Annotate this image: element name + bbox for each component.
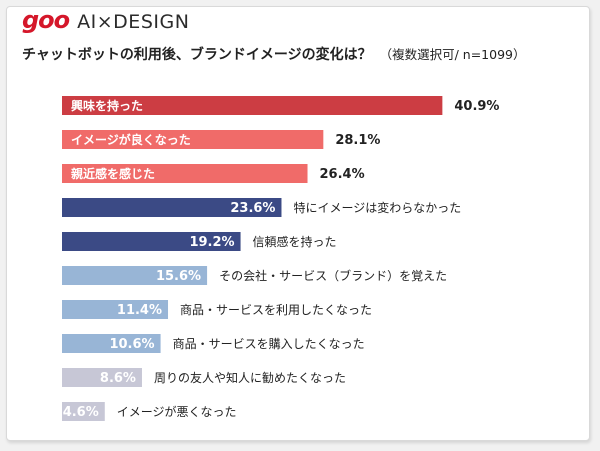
bar-5 [62, 266, 208, 285]
bar-4 [62, 232, 241, 251]
category-label-4: 信頼感を持った [253, 234, 337, 249]
bar-value-label-3: 23.6% [230, 201, 275, 216]
bar-8 [62, 368, 142, 387]
chart-title-note: （複数選択可/ n=1099） [379, 47, 526, 62]
bar-value-label-9: 4.6% [63, 405, 99, 420]
category-label-5: その会社・サービス（ブランド）を覚えた [219, 268, 447, 283]
bar-9 [62, 402, 105, 421]
bar-2 [62, 164, 308, 183]
bar-value-label-6: 11.4% [117, 303, 162, 318]
bar-value-label-5: 15.6% [156, 269, 201, 284]
bar-3 [62, 198, 282, 217]
bar-value-label-1: 28.1% [335, 133, 380, 148]
category-label-1: イメージが良くなった [71, 132, 191, 147]
category-label-0: 興味を持った [71, 98, 143, 113]
category-label-3: 特にイメージは変わらなかった [293, 200, 461, 215]
brand-suffix: AI×DESIGN [77, 11, 190, 33]
bar-value-label-4: 19.2% [189, 235, 234, 250]
category-label-9: イメージが悪くなった [117, 404, 237, 419]
category-label-6: 商品・サービスを利用したくなった [180, 302, 372, 317]
category-label-8: 周りの友人や知人に勧めたくなった [154, 371, 346, 385]
brand-header: goo AI×DESIGN [22, 6, 189, 34]
chart-title: チャットボットの利用後、ブランドイメージの変化は？ （複数選択可/ n=1099） [22, 44, 526, 64]
bar-value-label-7: 10.6% [109, 337, 154, 352]
bar-value-label-0: 40.9% [454, 99, 499, 114]
bar-7 [62, 334, 161, 353]
category-label-7: 商品・サービスを購入したくなった [173, 336, 365, 351]
bar-6 [62, 300, 169, 319]
goo-logo: goo [22, 6, 70, 34]
bar-value-label-8: 8.6% [100, 371, 136, 386]
category-label-2: 親近感を感じた [71, 166, 155, 181]
bar-value-label-2: 26.4% [320, 167, 365, 182]
bar-0 [62, 96, 443, 115]
chart-title-main: チャットボットの利用後、ブランドイメージの変化は？ [22, 47, 372, 63]
bar-1 [62, 130, 324, 149]
